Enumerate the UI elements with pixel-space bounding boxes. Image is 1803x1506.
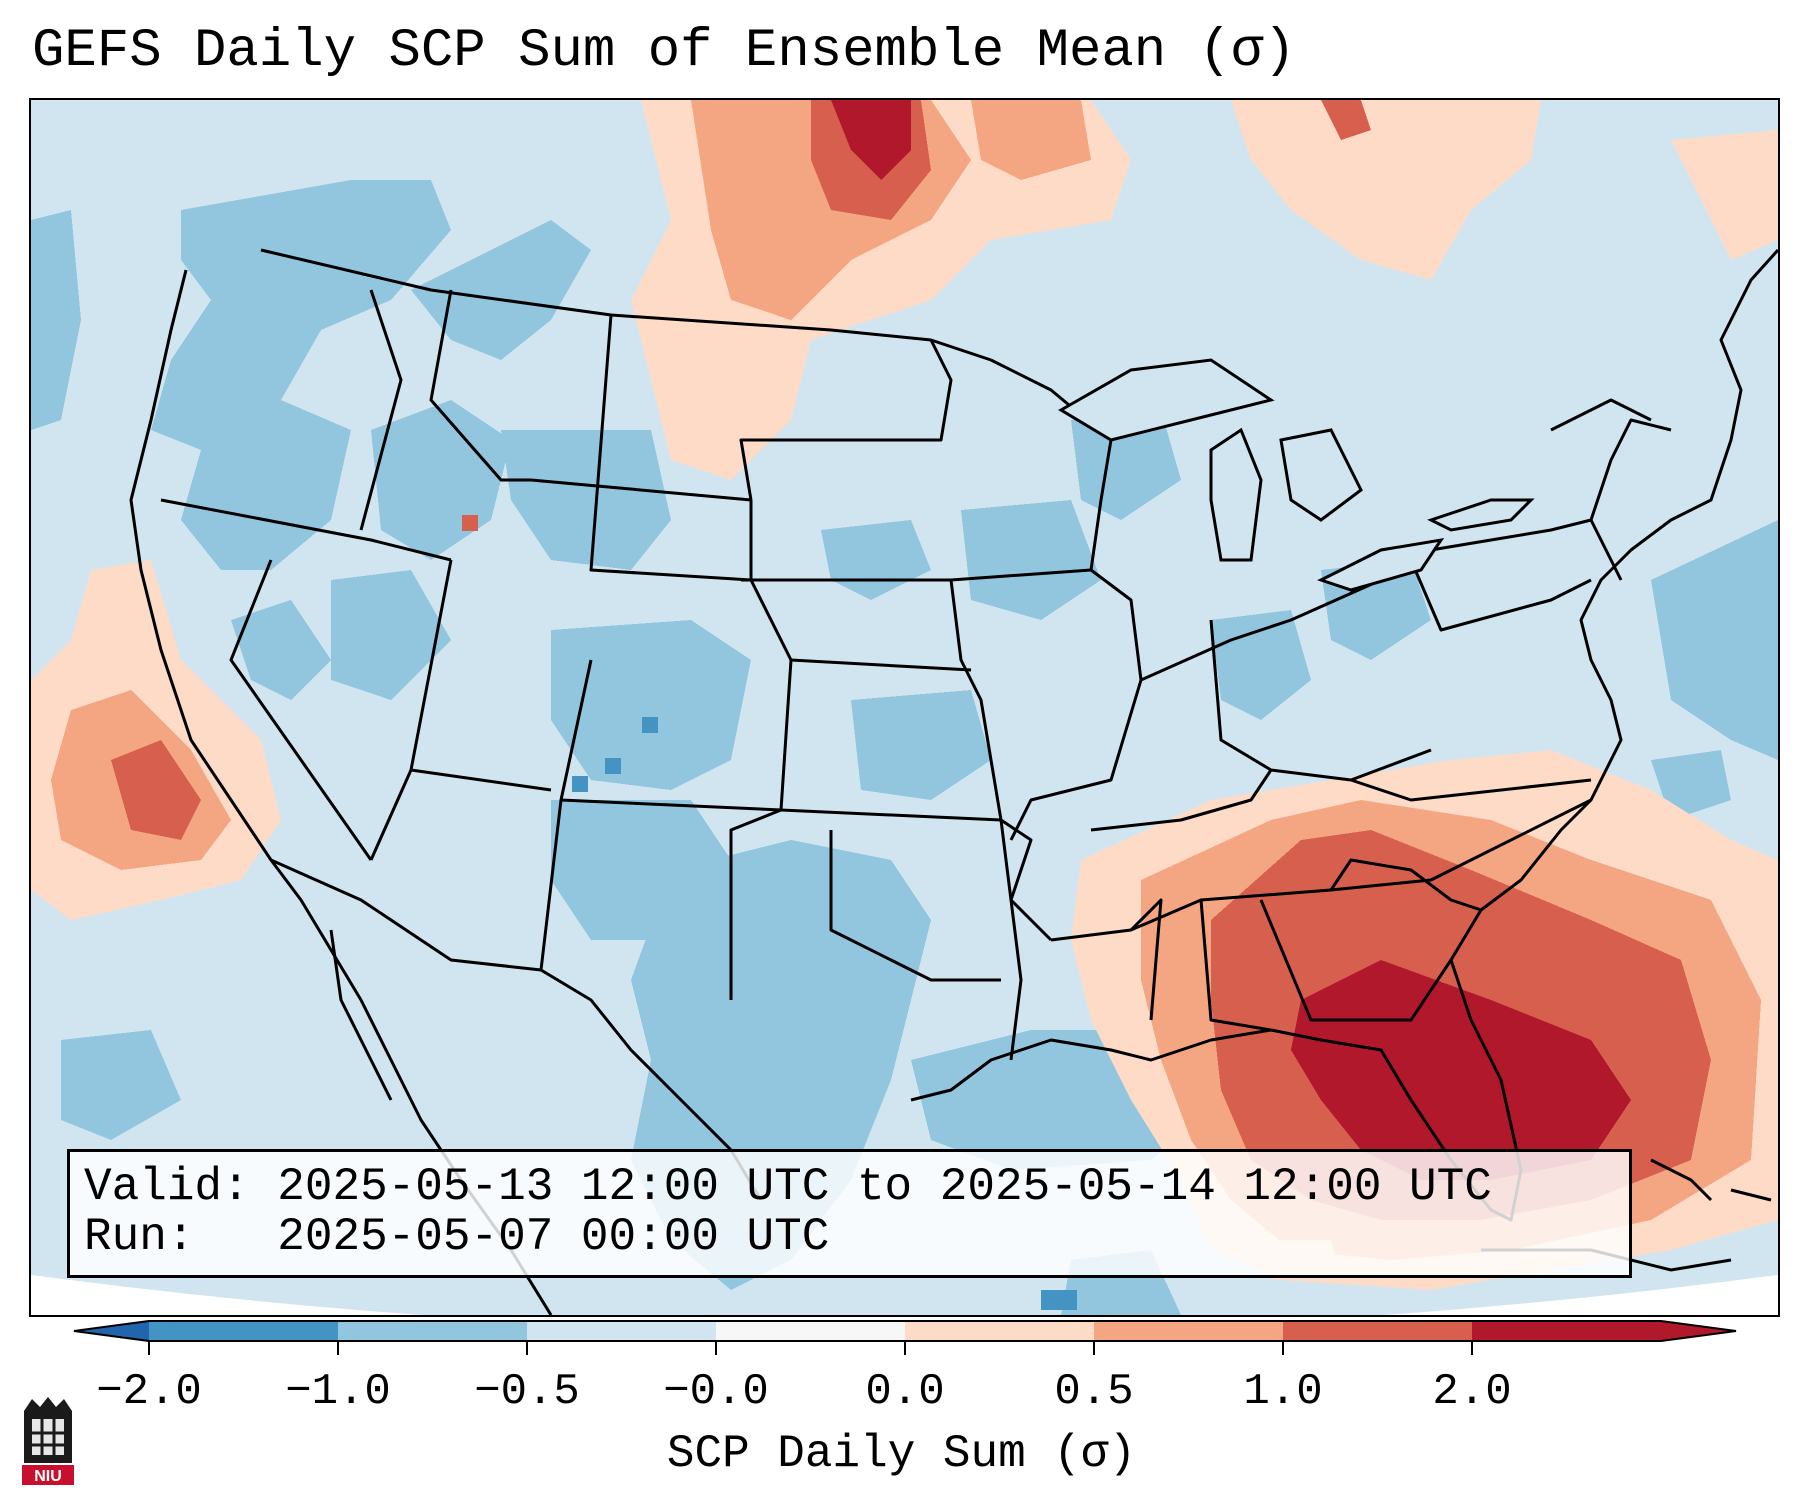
colorbar [73,1320,1737,1355]
run-time-line: Run: 2025-05-07 00:00 UTC [84,1211,829,1263]
run-label: Run: [84,1211,195,1263]
colorbar-segment [1472,1321,1662,1341]
colorbar-label: SCP Daily Sum (σ) [666,1428,1137,1480]
niu-logo: NIU [22,1397,74,1485]
colorbar-under-triangle [74,1321,149,1341]
valid-time-text: 2025-05-13 12:00 UTC to 2025-05-14 12:00… [277,1161,1492,1213]
colorbar-tick-label: 1.0 [1243,1367,1323,1417]
great-lakes [1058,358,1535,592]
colorbar-segment [338,1321,528,1341]
colorbar-tick-label: −0.5 [474,1367,580,1417]
run-time-text: 2025-05-07 00:00 UTC [277,1211,830,1263]
colorbar-tick-label: 0.0 [865,1367,945,1417]
map-panel [29,98,1780,1317]
colorbar-tick-label: −0.0 [663,1367,769,1417]
colorbar-segment [716,1321,906,1341]
svg-text:NIU: NIU [34,1468,62,1485]
colorbar-outline [73,1320,1737,1342]
colorbar-segment [905,1321,1095,1341]
plot-title: GEFS Daily SCP Sum of Ensemble Mean (σ) [32,21,1296,82]
scp-map [31,100,1778,1315]
field-strong-negative [572,717,1077,1310]
colorbar-segment [1094,1321,1284,1341]
colorbar-segment [149,1321,339,1341]
colorbar-tick-label: −2.0 [96,1367,202,1417]
valid-label: Valid: [84,1161,250,1213]
valid-time-line: Valid: 2025-05-13 12:00 UTC to 2025-05-1… [84,1161,1492,1213]
state-borders [129,248,1778,1315]
colorbar-over-triangle [1661,1321,1736,1341]
colorbar-tick-label: 2.0 [1432,1367,1512,1417]
validity-info-box: Valid: 2025-05-13 12:00 UTC to 2025-05-1… [67,1149,1632,1278]
colorbar-tick-label: 0.5 [1054,1367,1134,1417]
colorbar-tick-label: −1.0 [285,1367,391,1417]
colorbar-segment [1283,1321,1473,1341]
field-positive-anomaly [31,100,1778,1290]
colorbar-segment [527,1321,717,1341]
